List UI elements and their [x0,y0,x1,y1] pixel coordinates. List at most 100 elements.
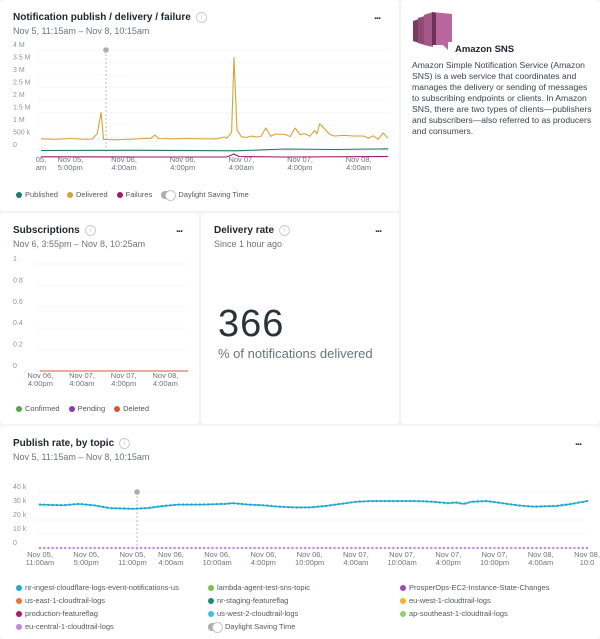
data-point [228,546,231,550]
x-tick-label: 4:00am [346,163,371,172]
more-options-button[interactable]: ... [176,223,183,235]
data-point [400,499,404,503]
legend-item-pending[interactable]: Pending [68,404,105,413]
data-point [497,546,500,550]
data-point [59,546,63,550]
data-point [350,546,353,550]
legend-item-published[interactable]: Published [16,190,58,199]
data-point [287,546,290,550]
legend-item-topic[interactable]: nr-staging-featureflag [208,596,400,605]
legend-dot [208,584,214,591]
more-options-button[interactable]: ... [374,10,381,22]
data-point [274,505,277,508]
data-point [282,505,286,509]
data-point [446,546,450,550]
data-point [101,505,105,509]
data-point [539,505,542,508]
legend-item-topic[interactable]: us-east-1-cloudtrail-logs [16,596,208,605]
legend-item-topic[interactable]: ap-southeast-1-cloudtrail-logs [400,609,592,618]
info-icon[interactable]: i [119,438,131,449]
data-point [274,546,277,550]
data-point [312,505,315,509]
info-icon[interactable]: i [279,225,291,236]
notification-line-chart[interactable]: 4 M 3.5 M 3 M 2.5 M 2 M 1.5 M 1 M 500 k 0 05,am No… [0,0,399,211]
x-tick-label: Nov 07, [228,155,254,164]
subscriptions-legend: Confirmed Pending Deleted [16,404,149,413]
data-point [581,546,584,550]
daylight-saving-toggle[interactable]: Daylight Saving Time [161,189,249,201]
series-line [40,56,389,141]
legend-item-topic[interactable]: us-west-2-cloudtrail-logs [208,609,400,618]
more-options-button[interactable]: ... [375,223,382,235]
legend-item-topic[interactable]: production-featureflag [16,609,208,618]
legend-item-topic[interactable]: ProsperOps-EC2-Instance-State-Changes [400,583,592,592]
legend-dot [208,610,214,617]
legend-label: us-west-2-cloudtrail-logs [217,609,299,618]
x-tick-label: Nov 07, [389,550,415,559]
data-point [249,546,252,550]
data-point [169,504,172,507]
delivery-rate-unit-label: % of notifications delivered [218,346,373,361]
legend-item-topic[interactable]: nr-ingest-cloudflare-logs-event-notifica… [16,583,208,592]
data-point [446,502,450,505]
data-point [240,546,244,550]
data-point [367,500,370,503]
legend-dot [16,623,22,630]
data-point [43,503,46,506]
y-tick-label: 1.5 M [13,105,31,112]
data-point [194,546,197,550]
x-tick-label: 05, [36,155,46,164]
legend-dot [116,191,123,198]
info-icon[interactable]: i [195,12,207,23]
more-options-button[interactable]: ... [575,436,582,448]
info-icon[interactable]: i [84,225,96,236]
data-point [202,503,206,506]
legend-label: us-east-1-cloudtrail-logs [25,596,106,605]
y-tick-label: 10 k [13,526,27,533]
panel-title-text: Publish rate, by topic [13,438,115,449]
x-tick-label: Nov 08, [152,371,178,380]
data-point [468,501,471,504]
data-point [232,546,235,550]
legend-label: lambda-agent-test-sns-topic [217,583,310,592]
data-point [232,502,235,505]
data-point [581,500,584,504]
data-point [51,503,54,507]
legend-item-failures[interactable]: Failures [116,190,152,199]
x-tick-label: Nov 06, [204,550,230,559]
data-point [106,506,109,509]
toggle-switch[interactable] [208,621,223,633]
toggle-switch[interactable] [161,189,177,201]
data-point [173,546,176,550]
data-point [354,500,357,503]
data-point [38,546,42,550]
legend-item-topic[interactable]: eu-west-1-cloudtrail-logs [400,596,592,605]
data-point [388,499,391,503]
legend-item-topic[interactable]: lambda-agent-test-sns-topic [208,583,400,592]
data-point [139,507,143,510]
legend-item-topic[interactable]: eu-central-1-cloudtrail-logs [16,622,208,631]
legend-item-delivered[interactable]: Delivered [66,190,108,199]
notification-chart-panel: Notification publish / delivery / failur… [0,0,399,211]
legend-item-deleted[interactable]: Deleted [114,404,149,413]
data-point [535,546,538,550]
data-point [573,546,576,550]
daylight-saving-toggle[interactable]: Daylight Saving Time [208,621,400,633]
data-point [552,546,555,550]
legend-dot [16,405,22,412]
data-point [257,503,260,507]
legend-dot [16,584,22,591]
legend-item-confirmed[interactable]: Confirmed [16,404,60,413]
data-point [531,546,534,550]
notification-chart-legend: Published Delivered Failures Daylight Sa… [16,189,249,201]
x-tick-label: 10:0 [580,558,595,567]
data-point [278,505,281,508]
x-tick-label: Nov 07, [482,550,508,559]
data-point [346,501,349,505]
data-point [367,546,370,550]
y-tick-label: 0 [13,540,17,547]
data-point [585,499,589,503]
x-tick-label: Nov 05, [57,155,83,164]
